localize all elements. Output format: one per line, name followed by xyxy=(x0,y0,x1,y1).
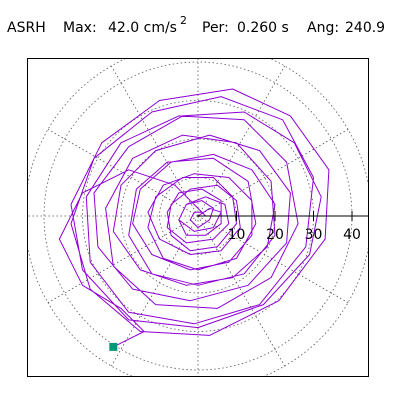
angle-value: 240.9 xyxy=(345,20,385,36)
angle-label: Ang: xyxy=(307,20,339,36)
period-label: Per: xyxy=(202,20,229,36)
station-name: ASRH xyxy=(7,20,46,36)
period-value: 0.260 s xyxy=(237,20,289,36)
grid-spoke xyxy=(197,65,285,217)
grid-spoke xyxy=(197,129,349,217)
radial-tick-label: 30 xyxy=(305,227,323,243)
motion-trace-group xyxy=(58,88,330,348)
end-point-marker xyxy=(109,342,118,351)
grid-spoke xyxy=(111,215,199,367)
grid-spoke xyxy=(197,215,349,303)
plot-frame xyxy=(27,58,369,377)
max-value: 42.0 cm/s xyxy=(108,20,177,36)
max-label: Max: xyxy=(63,20,97,36)
end-marker-group xyxy=(109,342,118,351)
radial-tick-label: 20 xyxy=(266,227,284,243)
grid-spoke xyxy=(111,65,199,217)
max-exponent: 2 xyxy=(180,14,187,27)
radial-tick-label: 10 xyxy=(228,227,246,243)
header-bar: ASRH Max: 42.0 cm/s 2 Per: 0.260 s Ang: … xyxy=(7,14,385,36)
grid-spoke xyxy=(47,129,199,217)
radial-axis: 10 20 30 40 xyxy=(198,211,368,243)
motion-trace xyxy=(58,88,330,348)
grid-spoke xyxy=(47,215,199,303)
radial-tick-label: 40 xyxy=(343,227,361,243)
grid-spoke xyxy=(197,215,285,367)
